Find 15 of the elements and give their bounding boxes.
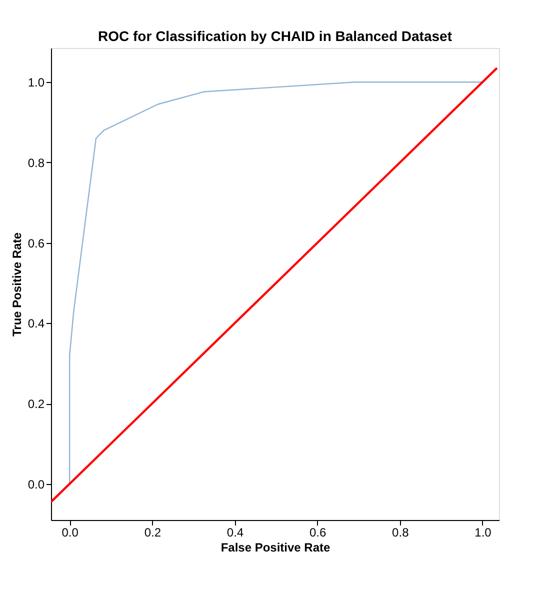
y-tick-label: 0.4 [28, 316, 45, 331]
y-tick-label: 1.0 [28, 76, 45, 90]
x-tick-label: 0.4 [226, 526, 244, 540]
x-tick-label: 1.0 [474, 526, 492, 540]
x-axis-title: False Positive Rate [220, 540, 331, 554]
x-tick-label: 0.8 [392, 526, 410, 540]
y-tick-label: 0.8 [28, 156, 45, 170]
y-tick-label: 0.0 [28, 477, 45, 492]
y-axis-title: True Positive Rate [10, 232, 24, 337]
y-tick-label: 0.6 [28, 236, 45, 250]
x-tick-label: 0.2 [144, 526, 162, 540]
x-tick-label: 0.0 [62, 526, 79, 540]
x-tick-label: 0.6 [309, 526, 326, 540]
chart-title: ROC for Classification by CHAID in Balanced Dataset [98, 28, 452, 44]
y-tick-label: 0.2 [28, 397, 45, 412]
